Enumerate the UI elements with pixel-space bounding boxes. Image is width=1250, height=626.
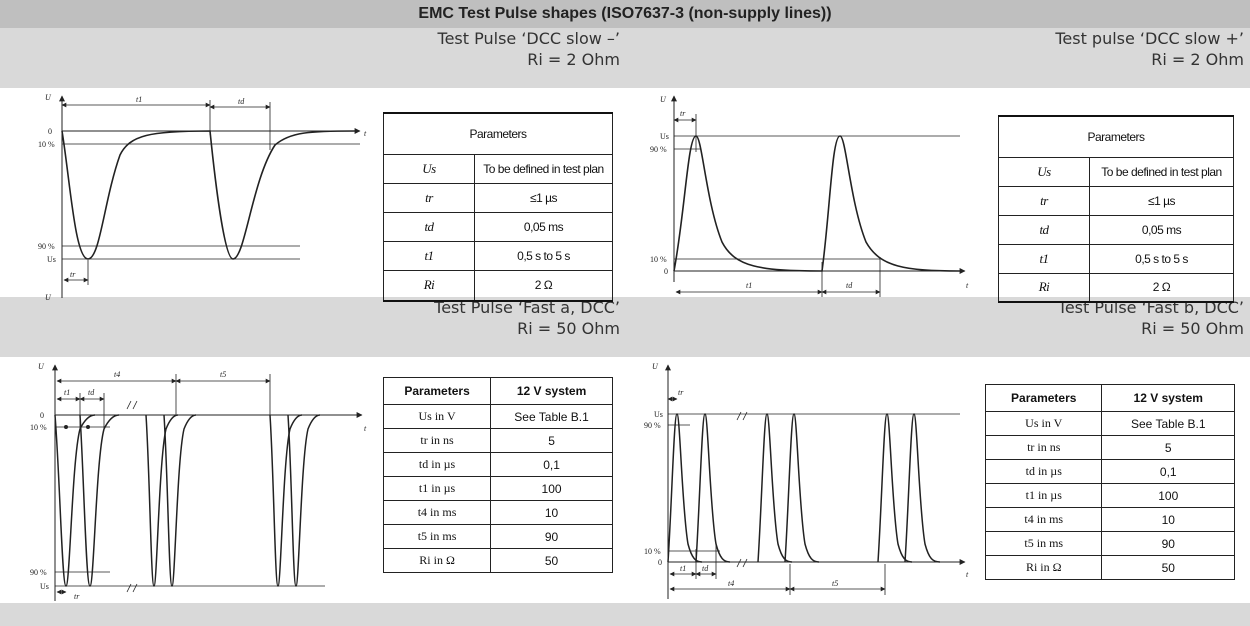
page-title: EMC Test Pulse shapes (ISO7637-3 (non-su…: [0, 0, 1250, 28]
waveform-fast-a: U t 0 10 % 90 % Us t4 t5 t1 td tr: [30, 362, 367, 601]
level-label: 90 %: [38, 242, 55, 251]
interval-label: t4: [728, 579, 734, 588]
pulse-ri: Ri = 2 Ohm: [1151, 50, 1244, 69]
table-header: Parameters: [998, 115, 1234, 158]
pulse-header-fast-a: Test Pulse ‘Fast a, DCC’ Ri = 50 Ohm: [0, 297, 626, 357]
level-label: 10 %: [30, 423, 47, 432]
level-label: Us: [654, 410, 663, 419]
table-row: tr ≤1 µs: [383, 183, 613, 213]
interval-label: tr: [680, 109, 686, 118]
table-row: t4 in ms 10: [382, 500, 613, 525]
pulse-name: Test Pulse ‘DCC slow –’: [437, 29, 620, 48]
waveform-fast-b: U t Us 90 % 10 % 0 tr t1 td t4 t5: [644, 362, 969, 599]
table-header-parameters: Parameters: [984, 384, 1103, 412]
level-label: 10 %: [644, 547, 661, 556]
interval-label: t1: [746, 281, 752, 290]
axis-label-t: t: [364, 424, 367, 433]
interval-label: td: [702, 564, 709, 573]
interval-label: t1: [680, 564, 686, 573]
axis-label-t: t: [364, 129, 367, 138]
pulse-header-dcc-slow-minus: Test Pulse ‘DCC slow –’ Ri = 2 Ohm: [0, 28, 626, 88]
level-label: 10 %: [650, 255, 667, 264]
table-row: td in µs 0,1: [382, 452, 613, 477]
interval-label: tr: [70, 270, 76, 279]
table-row: Us in V See Table B.1: [984, 411, 1235, 436]
pulse-name: Test pulse ‘DCC slow +’: [1055, 29, 1244, 48]
table-row: t1 0,5 s to 5 s: [383, 241, 613, 271]
table-header-12v: 12 V system: [490, 377, 613, 405]
table-row: td 0,05 ms: [998, 215, 1234, 245]
footer-bar: [0, 603, 1250, 626]
table-row: tr in ns 5: [382, 428, 613, 453]
table-row: t5 in ms 90: [984, 531, 1235, 556]
level-label: 0: [658, 558, 662, 567]
pulse-header-fast-b: Test Pulse ‘Fast b, DCC’ Ri = 50 Ohm: [626, 297, 1250, 357]
table-row: t1 in µs 100: [382, 476, 613, 501]
interval-label: tr: [678, 388, 684, 397]
table-row: tr ≤1 µs: [998, 186, 1234, 216]
interval-label: tr: [74, 592, 80, 601]
level-label: Us: [40, 582, 49, 591]
pulse-trace: [673, 135, 961, 272]
table-row: tr in ns 5: [984, 435, 1235, 460]
table-row: Us in V See Table B.1: [382, 404, 613, 429]
axis-label-u-neg: U: [45, 293, 52, 302]
pulse-ri: Ri = 50 Ohm: [1141, 319, 1244, 338]
level-label: Us: [660, 132, 669, 141]
parameters-table-fast-b: Parameters 12 V system Us in V See Table B…: [984, 384, 1235, 580]
level-label: 0: [48, 127, 52, 136]
pulse-name: Test Pulse ‘Fast a, DCC’: [434, 298, 620, 317]
table-header-parameters: Parameters: [382, 377, 492, 405]
table-row: td in µs 0,1: [984, 459, 1235, 484]
axis-label-t: t: [966, 281, 969, 290]
interval-label: td: [238, 97, 245, 106]
table-row: t5 in ms 90: [382, 524, 613, 549]
table-header: Parameters: [383, 112, 613, 155]
table-row: Ri 2 Ω: [383, 270, 613, 302]
interval-label: t5: [832, 579, 838, 588]
pulse-header-dcc-slow-plus: Test pulse ‘DCC slow +’ Ri = 2 Ohm: [626, 28, 1250, 88]
level-label: 10 %: [38, 140, 55, 149]
pulse-trace: [61, 130, 356, 260]
parameters-table-dcc-slow-minus: Parameters Us To be defined in test plan …: [383, 112, 613, 302]
waveform-dcc-slow-plus: U t Us 90 % 10 % 0 tr t1 td: [650, 95, 969, 297]
level-label: 90 %: [30, 568, 47, 577]
table-row: Us To be defined in test plan: [998, 157, 1234, 187]
table-row: Us To be defined in test plan: [383, 154, 613, 184]
interval-label: t1: [136, 95, 142, 104]
pulse-ri: Ri = 50 Ohm: [517, 319, 620, 338]
table-row: t4 in ms 10: [984, 507, 1235, 532]
interval-label: t1: [64, 388, 70, 397]
axis-label-u: U: [660, 95, 667, 104]
axis-label-t: t: [966, 570, 969, 579]
interval-label: t4: [114, 370, 120, 379]
waveform-dcc-slow-minus: U t 0 10 % 90 % Us t1 td tr U: [38, 93, 367, 302]
interval-label: td: [846, 281, 853, 290]
table-row: t1 0,5 s to 5 s: [998, 244, 1234, 274]
table-row: Ri in Ω 50: [984, 555, 1235, 580]
table-row: t1 in µs 100: [984, 483, 1235, 508]
parameters-table-fast-a: Parameters 12 V system Us in V See Table B…: [382, 377, 613, 573]
table-row: Ri 2 Ω: [998, 273, 1234, 303]
axis-label-u: U: [45, 93, 52, 102]
table-header-12v: 12 V system: [1101, 384, 1235, 412]
level-label: 0: [40, 411, 44, 420]
level-label: 90 %: [644, 421, 661, 430]
level-label: 0: [664, 267, 668, 276]
table-row: Ri in Ω 50: [382, 548, 613, 573]
pulse-name: Test Pulse ‘Fast b, DCC’: [1057, 298, 1244, 317]
table-row: td 0,05 ms: [383, 212, 613, 242]
axis-label-u: U: [38, 362, 45, 371]
interval-label: t5: [220, 370, 226, 379]
level-label: Us: [47, 255, 56, 264]
parameters-table-dcc-slow-plus: Parameters Us To be defined in test plan …: [998, 115, 1234, 303]
level-label: 90 %: [650, 145, 667, 154]
pulse-ri: Ri = 2 Ohm: [527, 50, 620, 69]
axis-label-u: U: [652, 362, 659, 371]
interval-label: td: [88, 388, 95, 397]
